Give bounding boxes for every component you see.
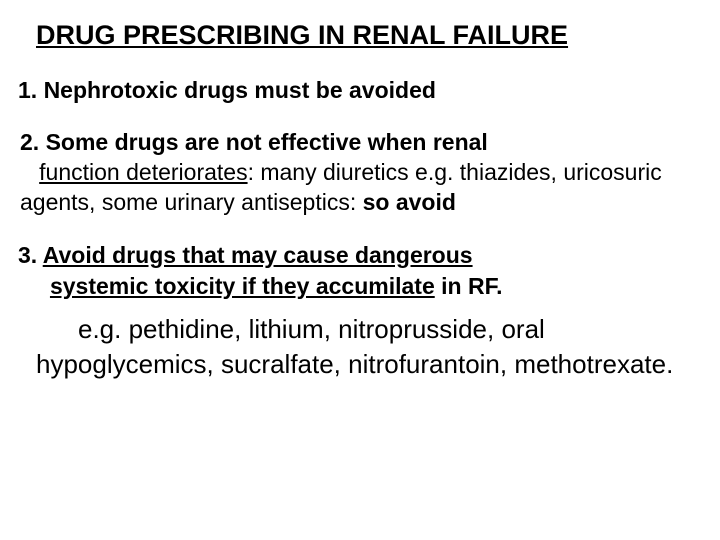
section-1: 1. Nephrotoxic drugs must be avoided — [18, 77, 702, 104]
section-2-tail: so avoid — [363, 189, 456, 215]
section-2: 2. Some drugs are not effective when ren… — [20, 128, 702, 218]
section-3-prefix: 3. — [18, 242, 43, 268]
section-3-tail: in RF. — [435, 273, 503, 299]
examples-line-1: e.g. pethidine, lithium, nitroprusside, … — [36, 312, 702, 347]
section-2-lead: 2. Some drugs are not effective when ren… — [20, 129, 488, 155]
page-title: DRUG PRESCRIBING IN RENAL FAILURE — [36, 20, 702, 51]
section-3-underlined-1: Avoid drugs that may cause dangerous — [43, 242, 473, 268]
section-3-underlined-2: systemic toxicity if they accumilate — [50, 273, 435, 299]
section-2-underlined: function deteriorates — [39, 159, 247, 185]
section-3-examples: e.g. pethidine, lithium, nitroprusside, … — [36, 312, 702, 382]
examples-line-2: hypoglycemics, sucralfate, nitrofurantoi… — [36, 347, 702, 382]
section-3: 3. Avoid drugs that may cause dangerous … — [18, 240, 702, 302]
